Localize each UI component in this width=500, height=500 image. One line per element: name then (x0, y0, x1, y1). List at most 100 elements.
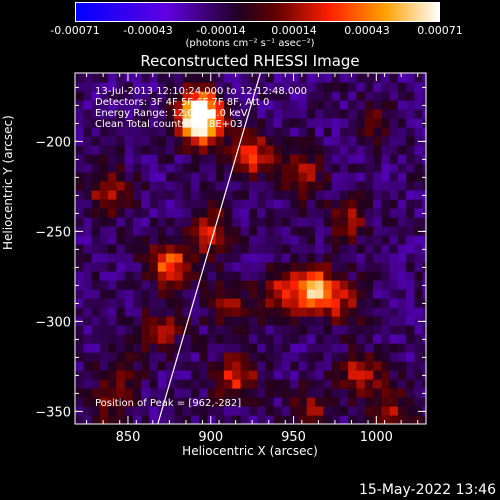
heatmap-cell (348, 226, 358, 236)
heatmap-cell (381, 118, 391, 128)
heatmap-cell (108, 226, 117, 236)
heatmap-cell (373, 334, 382, 344)
heatmap-cell (141, 280, 151, 290)
heatmap-cell (273, 271, 283, 281)
heatmap-cell (174, 208, 184, 218)
heatmap-cell (356, 379, 366, 389)
heatmap-cell (273, 118, 283, 128)
heatmap-cell (315, 190, 324, 200)
heatmap-cell (331, 226, 341, 236)
heatmap-cell (397, 361, 407, 371)
heatmap-cell (414, 199, 424, 209)
heatmap-cell (389, 325, 399, 335)
heatmap-cell (389, 217, 399, 227)
heatmap-cell (149, 379, 159, 389)
heatmap-cell (99, 244, 109, 254)
heatmap-cell (83, 82, 93, 92)
heatmap-cell (248, 397, 258, 407)
heatmap-cell (149, 244, 159, 254)
heatmap-cell (240, 118, 250, 128)
heatmap-cell (381, 397, 391, 407)
heatmap-cell (315, 208, 324, 218)
heatmap-cell (157, 172, 167, 182)
heatmap-cell (207, 289, 217, 299)
heatmap-cell (157, 91, 167, 101)
heatmap-cell (182, 118, 192, 128)
heatmap-cell (99, 199, 109, 209)
heatmap-cell (232, 361, 242, 371)
heatmap-cell (364, 307, 374, 317)
heatmap-cell (199, 73, 209, 83)
heatmap-cell (215, 388, 225, 398)
heatmap-cell (306, 325, 316, 335)
heatmap-cell (422, 325, 426, 335)
heatmap-cell (323, 370, 333, 380)
heatmap-cell (356, 415, 366, 424)
heatmap-cell (215, 280, 225, 290)
heatmap-cell (124, 289, 134, 299)
heatmap-cell (141, 379, 151, 389)
heatmap-cell (298, 397, 308, 407)
heatmap-cell (83, 145, 93, 155)
heatmap-cell (265, 325, 275, 335)
heatmap-cell (381, 271, 391, 281)
heatmap-cell (199, 334, 209, 344)
heatmap-cell (91, 325, 101, 335)
heatmap-cell (124, 280, 134, 290)
heatmap-cell (290, 343, 300, 353)
heatmap-cell (414, 388, 424, 398)
heatmap-cell (190, 253, 200, 263)
heatmap-cell (248, 289, 258, 299)
heatmap-cell (75, 406, 84, 416)
heatmap-cell (199, 190, 209, 200)
heatmap-cell (240, 244, 250, 254)
heatmap-cell (149, 397, 159, 407)
heatmap-cell (414, 361, 424, 371)
heatmap-cell (397, 154, 407, 164)
heatmap-cell (182, 406, 192, 416)
heatmap-cell (75, 253, 84, 263)
heatmap-cell (224, 163, 233, 173)
heatmap-cell (182, 415, 192, 424)
heatmap-cell (190, 118, 200, 128)
heatmap-cell (207, 388, 217, 398)
heatmap-cell (273, 379, 283, 389)
heatmap-cell (348, 244, 358, 254)
heatmap-cell (406, 397, 416, 407)
heatmap-cell (339, 397, 349, 407)
heatmap-cell (174, 109, 184, 119)
heatmap-cell (397, 109, 407, 119)
heatmap-cell (356, 343, 366, 353)
heatmap-cell (323, 82, 333, 92)
heatmap-cell (257, 316, 267, 326)
heatmap-cell (339, 136, 349, 146)
heatmap-cell (290, 181, 300, 191)
heatmap-cell (414, 289, 424, 299)
heatmap-cell (248, 136, 258, 146)
heatmap-cell (141, 235, 151, 245)
heatmap-cell (108, 334, 117, 344)
heatmap-cell (265, 154, 275, 164)
heatmap-cell (116, 127, 126, 137)
heatmap-cell (422, 388, 426, 398)
heatmap-cell (422, 406, 426, 416)
heatmap-cell (75, 208, 84, 218)
heatmap-cell (207, 127, 217, 137)
heatmap-cell (339, 280, 349, 290)
heatmap-cell (331, 370, 341, 380)
heatmap-cell (199, 181, 209, 191)
heatmap-cell (281, 253, 291, 263)
heatmap-cell (306, 154, 316, 164)
heatmap-cell (273, 244, 283, 254)
heatmap-cell (306, 352, 316, 362)
heatmap-cell (381, 226, 391, 236)
heatmap-cell (331, 307, 341, 317)
heatmap-cell (141, 82, 151, 92)
heatmap-cell (406, 172, 416, 182)
heatmap-cell (207, 208, 217, 218)
heatmap-cell (422, 334, 426, 344)
heatmap-cell (91, 298, 101, 308)
heatmap-cell (149, 109, 159, 119)
heatmap-cell (132, 190, 142, 200)
heatmap-cell (215, 136, 225, 146)
